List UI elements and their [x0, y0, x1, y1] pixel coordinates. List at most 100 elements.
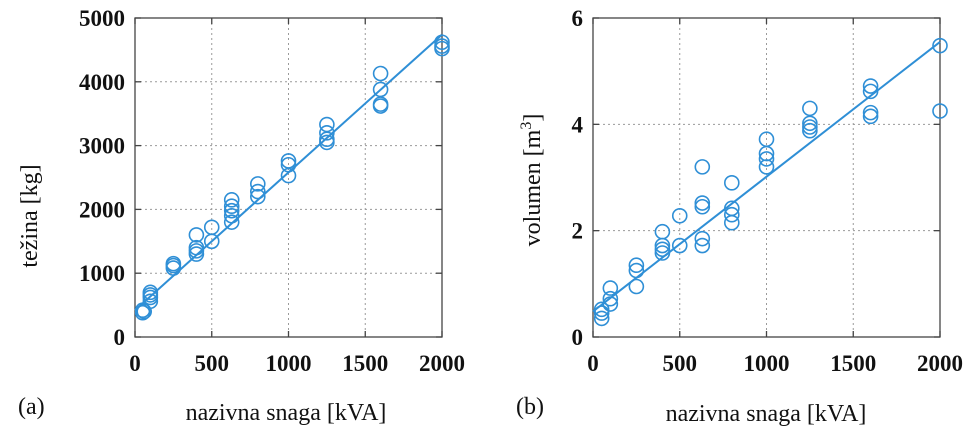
panel-label-b: (b): [516, 394, 544, 420]
x-tick-label: 1000: [266, 351, 312, 376]
x-axis-label-a: nazivna snaga [kVA]: [186, 400, 387, 426]
data-point: [758, 151, 775, 167]
y-axis-label-b-text: volumen [m: [520, 129, 546, 246]
fit-line-b: [592, 41, 941, 313]
data-point: [223, 198, 240, 215]
data-point: [654, 241, 671, 258]
data-point: [203, 219, 220, 236]
data-point: [694, 159, 711, 175]
y-tick-labels-b: 0 2 4 6: [572, 6, 584, 350]
data-point: [142, 293, 159, 310]
data-point: [223, 214, 240, 230]
data-point: [654, 223, 671, 240]
data-point: [223, 192, 240, 208]
fit-line: [592, 41, 941, 313]
data-point: [602, 280, 619, 296]
data-points-a: [134, 34, 450, 321]
y-tick-label: 6: [572, 6, 584, 31]
data-point: [932, 37, 948, 54]
data-point: [434, 34, 450, 51]
data-point: [628, 257, 645, 274]
data-point: [802, 100, 818, 117]
data-point: [694, 230, 711, 247]
data-point: [372, 65, 389, 82]
data-point: [223, 207, 240, 224]
data-point: [723, 214, 740, 231]
data-point: [723, 175, 740, 191]
chart-panel-b: 0 500 1000 1500 2000 0 2 4 6 nazivna snaga [kVA…: [516, 6, 963, 427]
data-point: [802, 119, 818, 135]
data-point: [280, 156, 297, 173]
y-tick-label: 4: [572, 112, 584, 137]
data-point: [758, 159, 775, 175]
data-point: [932, 103, 948, 119]
data-points-b: [593, 37, 948, 327]
data-point: [694, 237, 711, 254]
x-tick-label: 500: [195, 351, 230, 376]
x-tick-label: 2000: [419, 351, 465, 376]
grid-b: [593, 18, 940, 337]
axis-ticks-b: [592, 17, 941, 338]
data-point: [434, 38, 450, 54]
data-point: [802, 122, 818, 139]
y-tick-label: 0: [572, 325, 584, 350]
y-axis-label-b: volumen [m3]: [518, 114, 546, 247]
data-point: [593, 305, 610, 321]
y-tick-label: 2000: [79, 197, 125, 222]
data-point: [694, 195, 711, 211]
data-point: [142, 284, 159, 301]
data-point: [602, 296, 619, 312]
chart-panel-a: 0 500 1000 1500 2000 0 1000 2000 3000 4000 5000 n…: [17, 6, 465, 426]
x-tick-label: 0: [587, 351, 599, 376]
y-axis-label-b-end: ]: [520, 114, 546, 122]
data-point: [602, 290, 619, 307]
y-tick-label: 3000: [79, 134, 125, 159]
y-tick-label: 4000: [79, 70, 125, 95]
y-axis-label-a: težina [kg]: [17, 164, 43, 267]
data-point: [654, 245, 671, 261]
data-point: [671, 207, 688, 224]
x-tick-label: 500: [663, 351, 698, 376]
data-point: [223, 202, 240, 219]
x-axis-label-b: nazivna snaga [kVA]: [666, 401, 867, 427]
data-point: [862, 104, 879, 121]
panel-label-a: (a): [18, 394, 45, 420]
data-point: [319, 116, 335, 133]
data-point: [802, 115, 818, 132]
data-point: [593, 310, 610, 327]
data-point: [593, 301, 610, 318]
x-tick-label: 1000: [744, 351, 790, 376]
data-point: [372, 81, 389, 98]
data-point: [165, 255, 182, 272]
x-tick-label: 1500: [830, 351, 876, 376]
data-point: [723, 200, 740, 217]
data-point: [280, 153, 297, 169]
y-tick-label: 5000: [79, 6, 125, 31]
x-tick-label: 2000: [917, 351, 963, 376]
data-point: [628, 278, 645, 295]
data-point: [188, 227, 205, 243]
y-tick-labels-a: 0 1000 2000 3000 4000 5000: [79, 6, 125, 350]
axis-ticks-a: [134, 17, 443, 338]
y-axis-label-b-sup: 3: [518, 122, 535, 130]
x-tick-label: 1500: [342, 351, 388, 376]
x-tick-label: 0: [129, 351, 141, 376]
grid-a: [135, 18, 442, 337]
y-tick-label: 2: [572, 219, 584, 244]
data-point: [628, 262, 645, 279]
data-point: [723, 206, 740, 223]
data-point: [249, 188, 266, 205]
data-point: [758, 131, 775, 148]
data-point: [249, 183, 266, 200]
data-point: [862, 78, 879, 94]
data-point: [134, 302, 151, 319]
data-point: [862, 108, 879, 125]
data-point: [188, 239, 205, 256]
data-point: [694, 198, 711, 215]
y-tick-label: 1000: [79, 261, 125, 286]
data-point: [319, 125, 335, 141]
data-point: [671, 237, 688, 254]
x-tick-labels-b: 0 500 1000 1500 2000: [587, 351, 963, 376]
data-point: [249, 176, 266, 192]
